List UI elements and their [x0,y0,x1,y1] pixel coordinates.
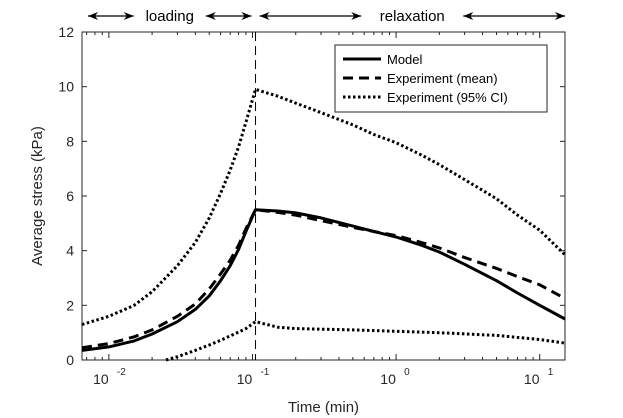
y-tick-label: 10 [58,79,74,95]
y-tick-label: 2 [66,297,74,313]
y-axis-label: Average stress (kPa) [29,126,46,266]
y-tick-label: 0 [66,352,74,368]
y-tick-label: 8 [66,133,74,149]
y-tick-label: 12 [58,24,74,40]
x-tick-exponent: -2 [117,367,126,378]
y-tick-label: 6 [66,188,74,204]
legend-label: Model [387,52,423,67]
loading-arrow-left-head-right [123,12,134,20]
legend-box [334,44,548,113]
phase-annotations: loading relaxation [146,8,445,25]
x-tick-label: 10 [237,371,253,387]
legend: Model Experiment (mean) Experiment (95% CI… [334,44,548,113]
x-tick-exponent: 1 [548,367,554,378]
loading-arrow-right-head-left [205,12,216,20]
relaxation-arrow-right-head-right [555,12,565,20]
annotation-loading: loading [146,8,194,25]
x-axis-label: Time (min) [288,399,359,416]
loading-arrow-left-head-left [88,12,98,20]
relaxation-arrow-right-head-left [463,12,474,20]
x-tick-label: 10 [524,371,540,387]
series-line-ci-lower-3 [165,320,566,362]
axes: 0 2 4 6 8 10 12 10 -2 10 -1 10 0 10 1 [58,12,566,387]
x-tick-exponent: -1 [260,367,269,378]
x-tick-exponent: 0 [404,367,410,378]
relaxation-arrow-left-head-left [259,12,270,20]
x-tick-label: 10 [93,371,109,387]
annotation-relaxation: relaxation [380,8,445,25]
series-group [81,87,567,362]
series-line-experiment-95-ci-2 [81,87,567,326]
y-tick-label: 4 [66,243,74,259]
x-tick-label: 10 [380,371,396,387]
series-line-experiment-mean-1 [81,208,566,350]
loading-arrow-right-head-right [241,12,252,20]
legend-label: Experiment (mean) [387,71,498,86]
relaxation-arrow-left-head-right [351,12,362,20]
legend-label: Experiment (95% CI) [387,90,508,105]
